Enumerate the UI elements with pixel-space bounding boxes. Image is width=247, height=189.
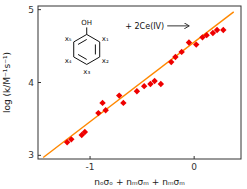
x-tick-label: 0 xyxy=(191,162,197,172)
scatter-point xyxy=(193,41,199,47)
scatter-point xyxy=(151,78,157,84)
scatter-point xyxy=(186,39,192,45)
substituent-label: x₄ xyxy=(65,57,72,65)
scatter-point xyxy=(102,107,108,113)
y-tick-label: 3 xyxy=(28,150,34,160)
substituent-label: x₁ xyxy=(102,35,109,43)
scatter-point xyxy=(141,83,147,89)
x-tick-label: -1 xyxy=(86,162,95,172)
plot-frame xyxy=(38,6,241,159)
scatter-point xyxy=(99,100,105,106)
scatter-point xyxy=(178,49,184,55)
scatter-point xyxy=(214,27,220,33)
scatter-point xyxy=(168,59,174,65)
scatter-point xyxy=(172,54,178,60)
phenol-inset: OH x₁ x₂ x₃ x₄ x₅ xyxy=(65,19,109,76)
double-bond xyxy=(95,44,96,54)
chart: -1 0 3 4 5 nₒσₒ + nₘσₘ + nₘσₘ log (k/M⁻¹s⁻¹) OH… xyxy=(0,0,247,189)
scatter-point xyxy=(158,81,164,87)
reaction-arrow xyxy=(167,25,189,26)
double-bond xyxy=(78,54,87,59)
x-tick xyxy=(90,156,91,159)
y-tick xyxy=(38,82,41,83)
double-bond xyxy=(78,39,87,44)
scatter-point xyxy=(220,27,226,33)
y-tick xyxy=(38,9,41,10)
scatter-point xyxy=(116,92,122,98)
y-tick xyxy=(38,155,41,156)
scatter-point xyxy=(95,110,101,116)
fit-line xyxy=(43,12,234,158)
y-tick-label: 4 xyxy=(28,78,34,88)
scatter-point xyxy=(120,100,126,106)
substituent-label: x₅ xyxy=(65,35,72,43)
benzene-ring xyxy=(74,34,100,64)
x-tick xyxy=(194,156,195,159)
substituent-label: x₃ xyxy=(83,68,90,76)
plot-data xyxy=(43,12,234,158)
scatter-point xyxy=(134,88,140,94)
oh-label: OH xyxy=(81,19,92,27)
y-axis-label: log (k/M⁻¹s⁻¹) xyxy=(2,52,12,113)
y-tick-label: 5 xyxy=(28,5,34,15)
scatter-point xyxy=(82,129,88,135)
reaction-annotation: + 2Ce(IV) xyxy=(125,22,164,31)
scatter-point xyxy=(68,136,74,142)
scatter-point xyxy=(203,32,209,38)
oh-bond xyxy=(86,27,87,34)
x-axis-label: nₒσₒ + nₘσₘ + nₘσₘ xyxy=(94,177,185,187)
substituent-label: x₂ xyxy=(102,57,109,65)
